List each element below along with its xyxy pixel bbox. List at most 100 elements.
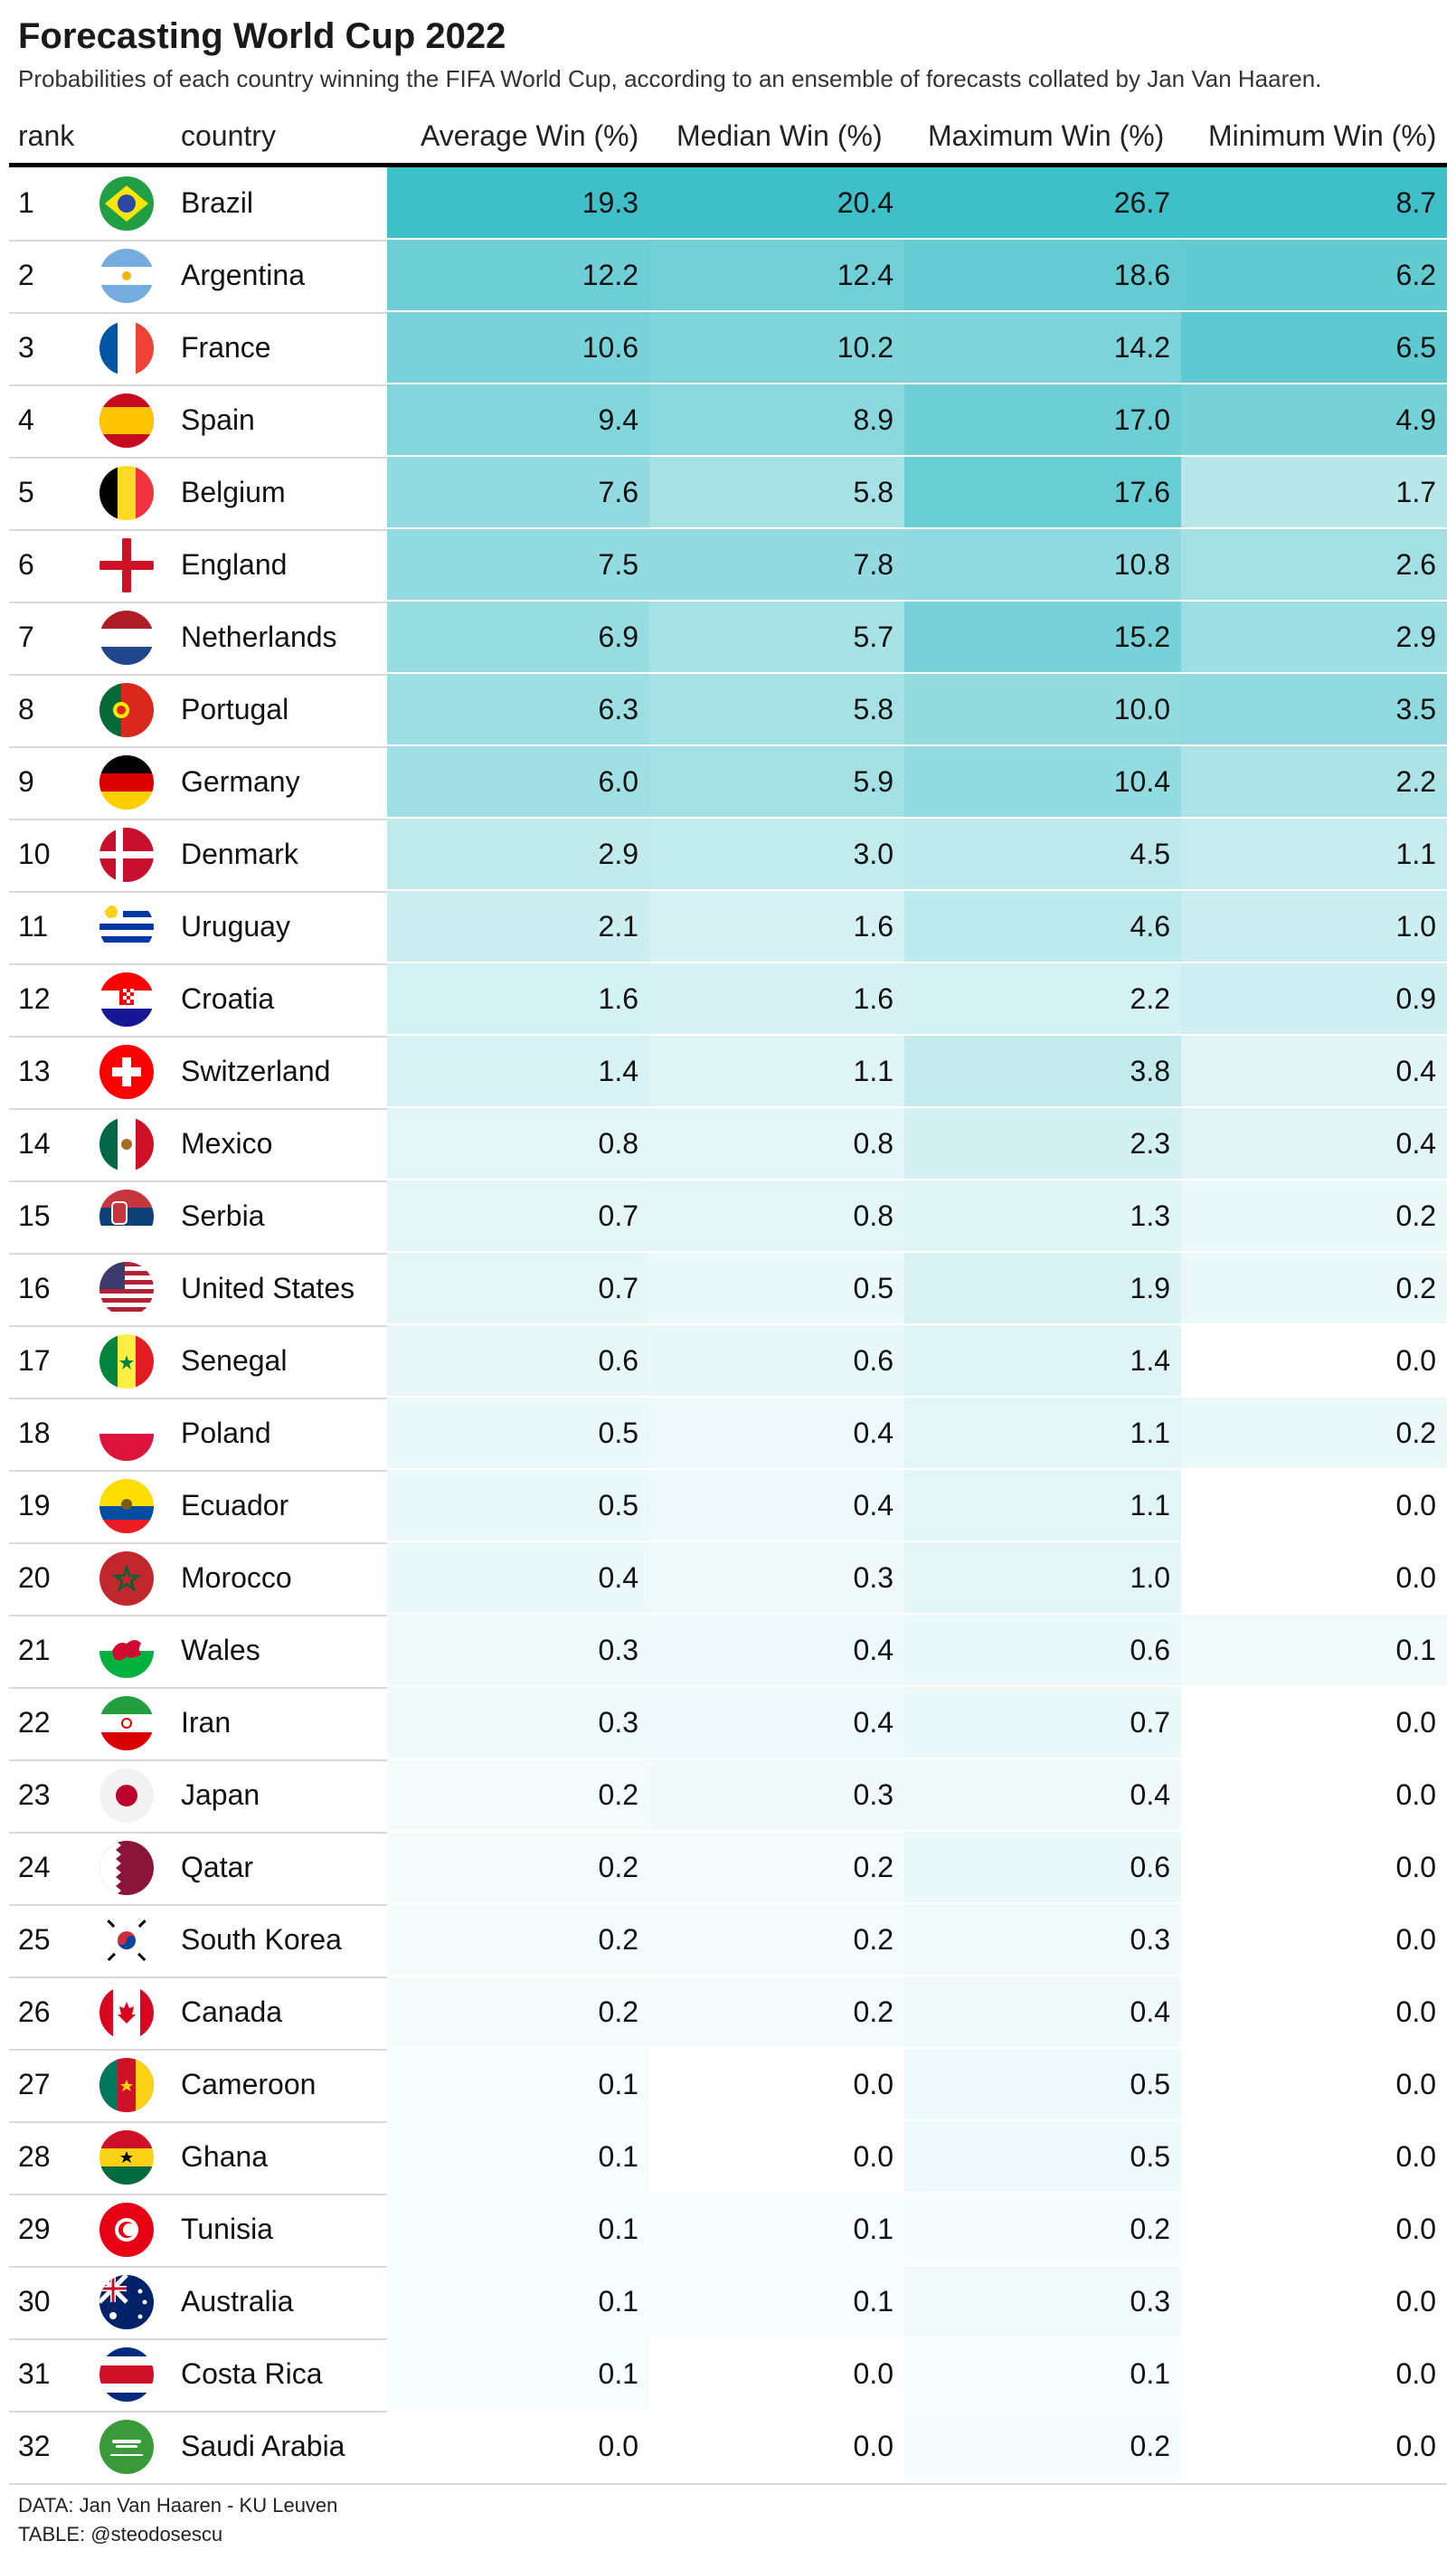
rank-cell: 14 — [18, 1127, 51, 1160]
minimum-win-cell: 2.6 — [1181, 529, 1447, 600]
country-cell: Cameroon — [181, 2068, 317, 2100]
table-row: 26 Canada 0.2 0.2 0.4 0.0 — [9, 1977, 1447, 2051]
rank-cell: 28 — [18, 2140, 51, 2173]
minimum-win-cell: 0.1 — [1181, 1615, 1447, 1685]
header-maximum-win: Maximum Win (%) — [928, 119, 1165, 152]
average-win-cell: 0.1 — [387, 2266, 649, 2337]
table-row: 22 Iran 0.3 0.4 0.7 0.0 — [9, 1687, 1447, 1761]
maximum-win-cell: 26.7 — [904, 167, 1181, 238]
table-row: 21 Wales 0.3 0.4 0.6 0.1 — [9, 1615, 1447, 1689]
table-row: 28 Ghana 0.1 0.0 0.5 0.0 — [9, 2121, 1447, 2195]
rank-cell: 32 — [18, 2430, 51, 2462]
median-win-cell: 0.8 — [649, 1108, 904, 1179]
rank-cell: 26 — [18, 1995, 51, 2028]
tunisia-flag-icon — [99, 2203, 154, 2257]
rank-cell: 6 — [18, 548, 34, 581]
country-cell: Brazil — [181, 186, 254, 219]
average-win-cell: 1.4 — [387, 1036, 649, 1106]
ecuador-flag-icon — [99, 1479, 154, 1533]
minimum-win-cell: 0.2 — [1181, 1180, 1447, 1251]
country-cell: Denmark — [181, 838, 298, 870]
average-win-cell: 0.5 — [387, 1398, 649, 1468]
average-win-cell: 6.3 — [387, 674, 649, 744]
rank-cell: 17 — [18, 1344, 51, 1377]
serbia-flag-icon — [99, 1190, 154, 1244]
maximum-win-cell: 1.1 — [904, 1398, 1181, 1468]
country-cell: Croatia — [181, 982, 275, 1015]
maximum-win-cell: 0.3 — [904, 2266, 1181, 2337]
maximum-win-cell: 4.6 — [904, 891, 1181, 962]
minimum-win-cell: 2.2 — [1181, 746, 1447, 817]
median-win-cell: 0.8 — [649, 1180, 904, 1251]
table-row: 32 Saudi Arabia 0.0 0.0 0.2 0.0 — [9, 2411, 1447, 2485]
table-row: 25 South Korea 0.2 0.2 0.3 0.0 — [9, 1904, 1447, 1978]
median-win-cell: 1.1 — [649, 1036, 904, 1106]
maximum-win-cell: 0.4 — [904, 1759, 1181, 1830]
table-row: 27 Cameroon 0.1 0.0 0.5 0.0 — [9, 2049, 1447, 2123]
median-win-cell: 0.3 — [649, 1759, 904, 1830]
country-cell: Australia — [181, 2285, 294, 2318]
cameroon-flag-icon — [99, 2058, 154, 2112]
maximum-win-cell: 10.0 — [904, 674, 1181, 744]
maximum-win-cell: 0.2 — [904, 2194, 1181, 2264]
country-cell: Morocco — [181, 1561, 292, 1594]
country-cell: Uruguay — [181, 910, 290, 943]
median-win-cell: 0.4 — [649, 1470, 904, 1540]
country-cell: Ghana — [181, 2140, 269, 2173]
maximum-win-cell: 0.5 — [904, 2049, 1181, 2119]
minimum-win-cell: 0.9 — [1181, 963, 1447, 1034]
rank-cell: 16 — [18, 1272, 51, 1304]
table-row: 10 Denmark 2.9 3.0 4.5 1.1 — [9, 819, 1447, 893]
table-subtitle: Probabilities of each country winning th… — [18, 65, 1322, 92]
maximum-win-cell: 17.0 — [904, 384, 1181, 455]
ghana-flag-icon — [99, 2130, 154, 2185]
country-cell: Argentina — [181, 259, 305, 291]
minimum-win-cell: 0.2 — [1181, 1253, 1447, 1323]
rank-cell: 19 — [18, 1489, 51, 1521]
maximum-win-cell: 14.2 — [904, 312, 1181, 383]
table-row: 13 Switzerland 1.4 1.1 3.8 0.4 — [9, 1036, 1447, 1110]
average-win-cell: 0.1 — [387, 2121, 649, 2192]
maximum-win-cell: 0.6 — [904, 1615, 1181, 1685]
minimum-win-cell: 0.4 — [1181, 1108, 1447, 1179]
netherlands-flag-icon — [99, 611, 154, 665]
country-cell: Saudi Arabia — [181, 2430, 345, 2462]
average-win-cell: 0.5 — [387, 1470, 649, 1540]
minimum-win-cell: 2.9 — [1181, 602, 1447, 672]
median-win-cell: 0.2 — [649, 1904, 904, 1975]
median-win-cell: 5.7 — [649, 602, 904, 672]
median-win-cell: 5.9 — [649, 746, 904, 817]
average-win-cell: 6.9 — [387, 602, 649, 672]
maximum-win-cell: 1.9 — [904, 1253, 1181, 1323]
morocco-flag-icon — [99, 1551, 154, 1606]
country-cell: Switzerland — [181, 1055, 331, 1087]
country-cell: Iran — [181, 1706, 232, 1739]
median-win-cell: 0.4 — [649, 1615, 904, 1685]
germany-flag-icon — [99, 755, 154, 810]
country-cell: Poland — [181, 1417, 271, 1449]
country-cell: Belgium — [181, 476, 286, 508]
median-win-cell: 0.3 — [649, 1542, 904, 1613]
table-row: 1 Brazil 19.3 20.4 26.7 8.7 — [9, 167, 1447, 242]
maximum-win-cell: 4.5 — [904, 819, 1181, 889]
rank-cell: 29 — [18, 2213, 51, 2245]
minimum-win-cell: 0.0 — [1181, 1904, 1447, 1975]
wales-flag-icon — [99, 1624, 154, 1678]
table-row: 19 Ecuador 0.5 0.4 1.1 0.0 — [9, 1470, 1447, 1544]
rank-cell: 23 — [18, 1778, 51, 1811]
maximum-win-cell: 10.8 — [904, 529, 1181, 600]
country-cell: Serbia — [181, 1199, 265, 1232]
minimum-win-cell: 3.5 — [1181, 674, 1447, 744]
table-row: 5 Belgium 7.6 5.8 17.6 1.7 — [9, 457, 1447, 531]
england-flag-icon — [99, 538, 154, 592]
table-title: Forecasting World Cup 2022 — [18, 16, 506, 56]
minimum-win-cell: 6.2 — [1181, 240, 1447, 310]
table-row: 12 Croatia 1.6 1.6 2.2 0.9 — [9, 963, 1447, 1038]
median-win-cell: 5.8 — [649, 457, 904, 527]
median-win-cell: 0.1 — [649, 2194, 904, 2264]
maximum-win-cell: 3.8 — [904, 1036, 1181, 1106]
maximum-win-cell: 1.1 — [904, 1470, 1181, 1540]
average-win-cell: 12.2 — [387, 240, 649, 310]
argentina-flag-icon — [99, 249, 154, 303]
costa-rica-flag-icon — [99, 2347, 154, 2402]
